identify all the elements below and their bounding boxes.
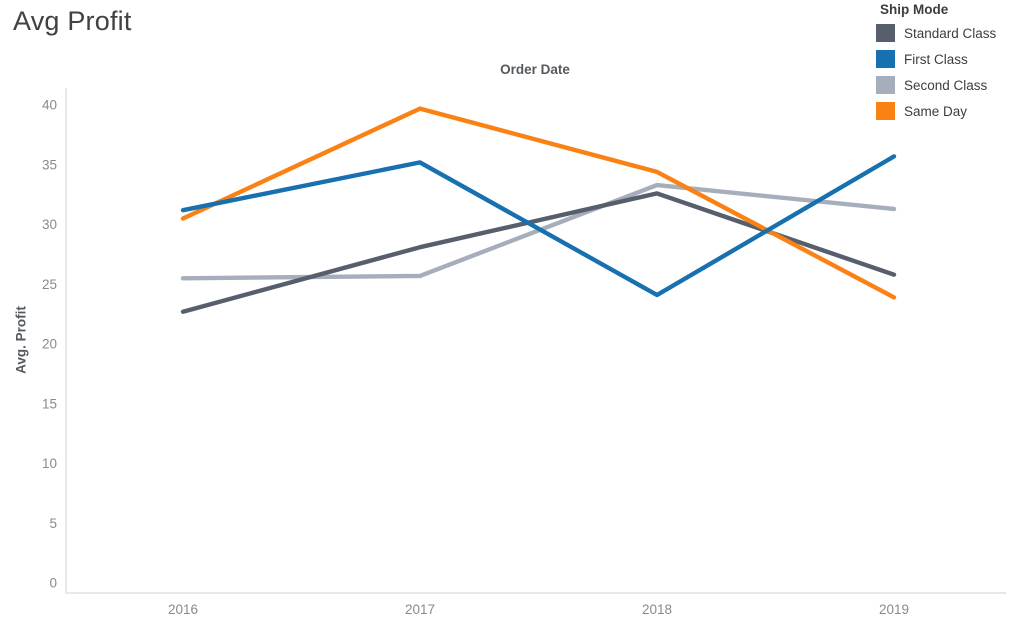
legend-swatch-icon (876, 50, 895, 68)
y-tick-label: 40 (42, 98, 57, 113)
y-tick-label: 10 (42, 456, 57, 471)
chart-title: Avg Profit (13, 6, 132, 36)
y-tick-label: 25 (42, 277, 57, 292)
y-tick-label: 30 (42, 217, 57, 232)
legend-label: Same Day (904, 103, 968, 119)
axis-lines (65, 88, 1006, 594)
x-axis-title: Order Date (500, 62, 570, 77)
ship-mode-legend: Ship Mode Standard Class First Class Secon… (876, 2, 1024, 128)
legend-swatch-icon (876, 24, 895, 42)
x-tick-label: 2018 (642, 602, 672, 617)
line-series-first-class[interactable] (180, 154, 897, 298)
legend-item-same-day[interactable]: Same Day (876, 102, 1024, 120)
y-tick-label: 15 (42, 396, 57, 411)
line-series-standard-class[interactable] (180, 191, 897, 314)
legend-title: Ship Mode (880, 2, 949, 17)
legend-swatch-icon (876, 102, 895, 120)
y-tick-label: 5 (49, 516, 57, 531)
legend-swatch-icon (876, 76, 895, 94)
y-tick-label: 35 (42, 157, 57, 172)
legend-label: First Class (904, 51, 968, 67)
x-tick-label: 2017 (405, 602, 435, 617)
x-tick-label: 2016 (168, 602, 198, 617)
legend-item-standard-class[interactable]: Standard Class (876, 24, 1024, 42)
line-series-same-day[interactable] (180, 106, 897, 300)
legend-label: Standard Class (904, 25, 997, 41)
y-tick-label: 0 (49, 576, 57, 591)
y-tick-label: 20 (42, 337, 57, 352)
legend-item-second-class[interactable]: Second Class (876, 76, 1024, 94)
legend-item-first-class[interactable]: First Class (876, 50, 1024, 68)
line-series-second-class[interactable] (180, 182, 897, 281)
x-tick-label: 2019 (879, 602, 909, 617)
legend-label: Second Class (904, 77, 988, 93)
legend-items: Standard Class First Class Second Class Sam… (876, 24, 1024, 120)
